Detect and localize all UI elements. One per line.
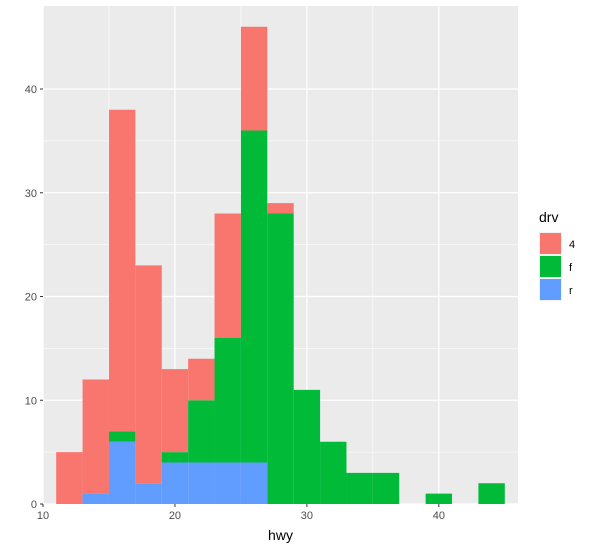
histogram-bars (56, 26, 505, 504)
bar-4-bin-3 (135, 265, 162, 484)
legend-label-r: r (569, 285, 573, 297)
bar-f-bin-16 (478, 483, 505, 504)
bar-r-bin-3 (135, 483, 162, 504)
y-tick-label: 0 (31, 499, 37, 511)
bar-r-bin-7 (240, 462, 268, 504)
bar-r-bin-2 (108, 441, 136, 504)
x-axis-title: hwy (268, 527, 293, 543)
y-tick-label: 20 (25, 292, 37, 304)
y-tick-label: 10 (25, 395, 37, 407)
y-tick-label: 30 (25, 188, 37, 200)
legend: drv 4 fr (539, 209, 575, 301)
bar-f-bin-14 (425, 493, 453, 504)
bar-r-bin-1 (82, 493, 109, 504)
legend-swatch-4 (540, 233, 561, 254)
bar-r-bin-5 (188, 462, 215, 504)
bar-f-bin-11 (346, 472, 373, 504)
bar-4-bin-5 (188, 358, 215, 401)
bar-f-bin-12 (372, 472, 400, 504)
bar-4-bin-8 (267, 203, 294, 214)
bar-f-bin-5 (188, 400, 215, 463)
bar-4-bin-7 (240, 26, 268, 131)
bar-4-bin-4 (161, 369, 189, 453)
bar-4-bin-0 (56, 452, 83, 504)
bar-f-bin-8 (267, 213, 294, 504)
y-tick-label: 40 (25, 84, 37, 96)
legend-label-4: 4 (569, 239, 575, 251)
bar-4-bin-2 (108, 109, 136, 432)
x-axis: 10 20 30 40 (37, 504, 445, 522)
bar-f-bin-6 (214, 338, 241, 463)
x-tick-label: 20 (169, 510, 181, 522)
legend-title: drv (539, 209, 558, 225)
bar-f-bin-4 (161, 452, 189, 463)
bar-f-bin-10 (320, 441, 347, 504)
y-axis: 0 10 20 30 40 (25, 84, 43, 511)
legend-label-f: f (569, 262, 573, 274)
legend-swatch-r (540, 279, 561, 300)
x-tick-label: 30 (301, 510, 313, 522)
bar-f-bin-7 (240, 130, 268, 463)
bar-r-bin-4 (161, 462, 189, 504)
x-tick-label: 10 (37, 510, 49, 522)
bar-r-bin-6 (214, 462, 241, 504)
bar-f-bin-9 (293, 389, 321, 504)
bar-4-bin-6 (214, 213, 241, 338)
bar-f-bin-2 (108, 431, 136, 442)
bar-4-bin-1 (82, 379, 109, 494)
x-tick-label: 40 (433, 510, 445, 522)
legend-swatch-f (540, 256, 561, 277)
